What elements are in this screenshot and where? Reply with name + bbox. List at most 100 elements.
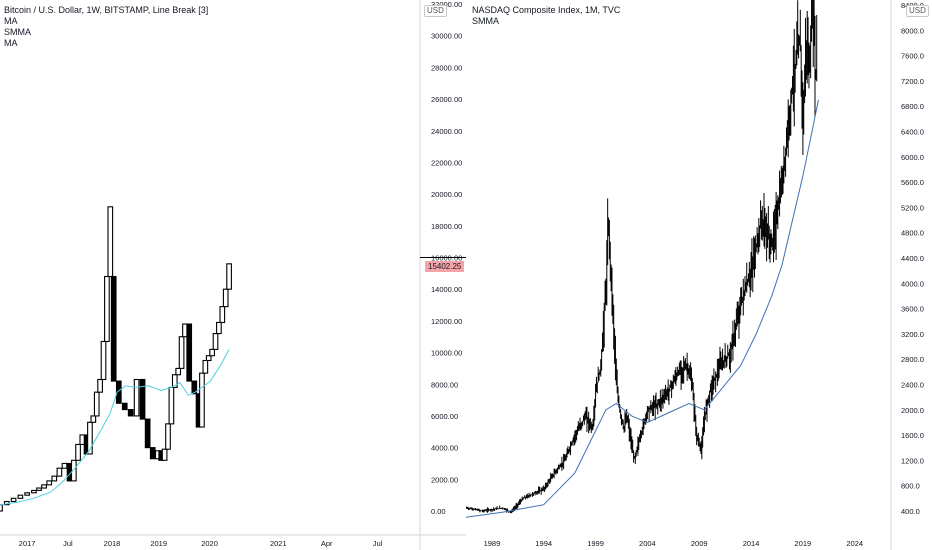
brick-down [139,378,146,420]
brick-up [178,336,185,369]
brick-up [222,288,229,308]
brick-up [199,372,205,428]
legend-ma-2[interactable]: MA [4,38,18,48]
brick-up [104,275,110,343]
smma-line [466,99,819,518]
y-tick-label: 2000.00 [431,475,458,484]
y-tick-label: 4400.0 [901,254,924,263]
y-tick-label: 0.00 [431,507,446,516]
y-tick-label: 7600.0 [901,52,924,61]
y-tick-label: 18000.00 [431,222,462,231]
legend-ma[interactable]: MA [4,16,18,26]
brick-up [175,367,182,376]
brick-down [191,380,198,395]
legend-smma[interactable]: SMMA [4,27,31,37]
bitcoin-chart[interactable]: 0.00 2000.00 4000.00 6000.00 8000.00 10000.00… [0,0,466,550]
y-tick-label: 26000.00 [431,95,462,104]
brick-up [93,391,100,417]
y-tick-label: 7200.0 [901,77,924,86]
legend-smma[interactable]: SMMA [472,16,499,26]
brick-down [149,447,156,460]
price-bars [466,0,818,514]
x-tick-label: Apr [321,539,333,548]
brick-up [75,443,81,461]
x-tick-label: 1994 [535,539,552,548]
brick-up [90,415,97,423]
brick-up [100,340,107,381]
y-tick-label: 10000.00 [431,349,462,358]
y-tick-label: 30000.00 [431,32,462,41]
y-tick-label: 5200.0 [901,203,924,212]
brick-up [209,348,215,357]
y-tick-label: 22000.00 [431,158,462,167]
bitcoin-legend-title: Bitcoin / U.S. Dollar, 1W, BITSTAMP, Lin… [4,5,209,15]
y-tick-label: 8000.00 [431,380,458,389]
y-tick-label: 6400.0 [901,128,924,137]
nasdaq-legend: NASDAQ Composite Index, 1M, TVC SMMA [472,5,620,27]
x-tick-label: Jul [373,539,383,548]
y-tick-label: 3600.0 [901,305,924,314]
x-tick-label: 2020 [201,539,218,548]
y-tick-label: 4800.0 [901,229,924,238]
nasdaq-legend-title: NASDAQ Composite Index, 1M, TVC [472,5,621,15]
y-tick-label: 32000.00 [431,0,462,9]
brick-up [51,475,58,482]
currency-button[interactable]: USD [424,5,447,17]
brick-up [36,487,42,491]
y-tick-label: 24000.00 [431,127,462,136]
brick-up [216,321,222,335]
brick-up [46,480,53,486]
y-tick-label: 800.0 [901,482,920,491]
brick-up [56,467,63,477]
x-tick-label: Jul [63,539,73,548]
brick-up [41,484,47,489]
brick-down [127,409,134,417]
brick-up [31,489,37,494]
y-tick-label: 2800.0 [901,355,924,364]
brick-up [24,492,31,496]
brick-down [144,418,151,449]
x-tick-label: 2019 [150,539,167,548]
brick-up [171,374,178,388]
y-tick-label: 400.0 [901,507,920,516]
y-tick-label: 1600.0 [901,431,924,440]
x-tick-label: 2018 [104,539,121,548]
brick-up [87,421,93,455]
y-tick-label: 4000.0 [901,279,924,288]
brick-up [70,459,77,482]
brick-up [205,355,212,362]
y-tick-label: 20000.00 [431,190,462,199]
x-tick-label: 2019 [795,539,812,548]
y-tick-label: 6000.00 [431,412,458,421]
x-tick-label: 2017 [19,539,36,548]
ma-line [0,349,230,506]
bitcoin-legend: Bitcoin / U.S. Dollar, 1W, BITSTAMP, Lin… [4,5,208,49]
x-tick-label: 2014 [743,539,760,548]
brick-up [10,497,17,503]
brick-down [110,275,117,382]
brick-up [107,206,114,278]
y-tick-label: 1200.0 [901,456,924,465]
nasdaq-chart[interactable]: 400.0 800.0 1200.0 1600.0 2000.0 2400.0 2800.0… [466,0,932,550]
x-tick-label: 2024 [846,539,863,548]
x-tick-label: 2009 [691,539,708,548]
x-tick-label: 2021 [270,539,287,548]
y-tick-label: 6800.0 [901,102,924,111]
currency-button[interactable]: USD [906,5,929,17]
y-tick-label: 6000.0 [901,153,924,162]
y-tick-label: 12000.00 [431,317,462,326]
current-price-badge: 15402.25 [425,261,465,272]
y-tick-label: 28000.00 [431,63,462,72]
y-tick-label: 3200.0 [901,330,924,339]
brick-up [202,359,209,374]
brick-up [226,263,232,290]
brick-up [165,423,171,450]
brick-up [219,306,226,324]
brick-up [17,494,24,499]
brick-down [121,402,128,411]
x-tick-label: 2004 [639,539,656,548]
brick-up [97,378,103,393]
y-tick-label: 4000.00 [431,444,458,453]
y-tick-label: 2000.0 [901,406,924,415]
